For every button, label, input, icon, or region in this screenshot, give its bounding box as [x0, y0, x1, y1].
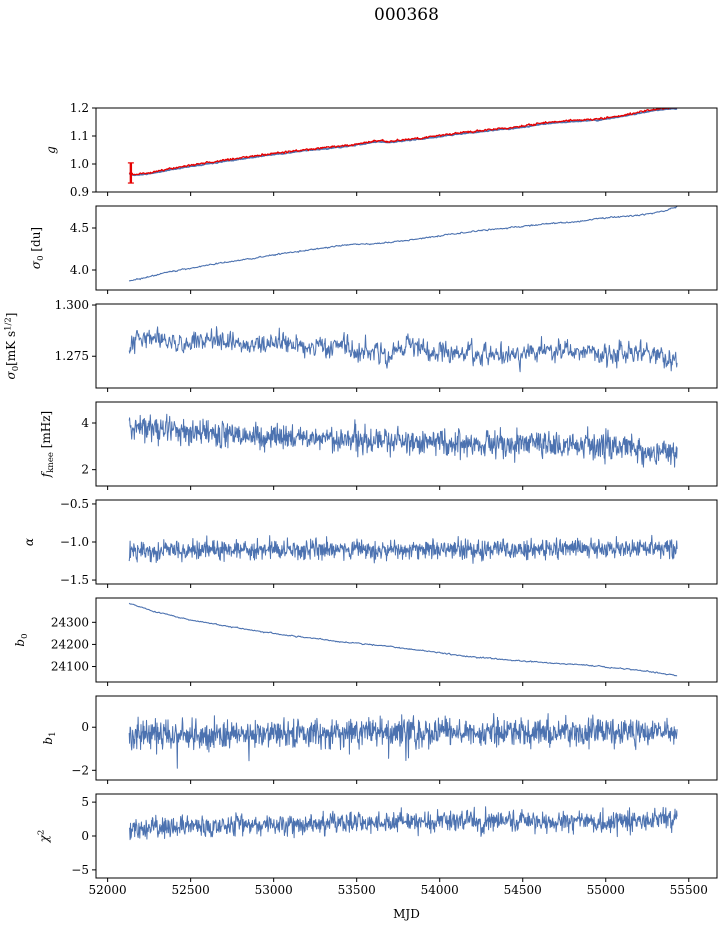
x-tick-label: 53500	[338, 883, 376, 897]
series-group	[128, 713, 678, 769]
y-tick-label: 1.0	[70, 157, 89, 171]
series-group	[128, 206, 678, 282]
panel-frame	[95, 107, 718, 193]
panel-sigma0_du: 4.0 4.5 σ0 [du]	[29, 205, 718, 294]
panel-frame	[95, 303, 718, 389]
y-tick-label: 2	[81, 463, 89, 477]
panel-sigma0_mks: 1.275 1.300 σ0[mK s1/2]	[4, 298, 718, 392]
x-tick-label: 52000	[89, 883, 127, 897]
y-axis-label-alpha: α	[22, 538, 36, 546]
series-group	[128, 108, 678, 177]
series-b1	[128, 713, 678, 769]
y-axis-label-b0: b0	[13, 633, 30, 646]
y-axis-label-chi2: χ2	[37, 830, 52, 844]
panel-frame	[95, 695, 718, 781]
y-axis-label-sigma0_mks: σ0[mK s1/2]	[4, 313, 22, 380]
panel-alpha: −0.5 −1.0 −1.5 α	[22, 497, 718, 588]
x-axis-label: MJD	[393, 907, 420, 921]
series-group	[128, 602, 678, 677]
y-tick-label: 1.1	[70, 129, 89, 143]
panel-g: 0.9 1.0 1.1 1.2 g	[44, 101, 718, 199]
panel-b0: 24300 24200 24100 b0	[13, 597, 718, 686]
x-tick-label: 55500	[670, 883, 708, 897]
y-axis-label-b1: b1	[41, 731, 58, 744]
panel-frame	[95, 499, 718, 585]
y-tick-label: −5	[71, 863, 89, 877]
panel-frame	[95, 597, 718, 683]
y-tick-label: 1.300	[55, 298, 89, 312]
y-tick-label: 5	[81, 795, 89, 809]
y-tick-label: 24300	[51, 615, 89, 629]
x-tick-label: 54500	[504, 883, 542, 897]
series-group	[128, 534, 678, 564]
x-tick-label: 53000	[255, 883, 293, 897]
y-axis-label-fknee: fknee [mHz]	[39, 411, 56, 478]
panel-frame	[95, 205, 718, 291]
y-tick-label: 0	[81, 720, 89, 734]
series-gain-data	[128, 108, 678, 176]
series-group	[128, 326, 678, 373]
series-sigma0-du	[128, 206, 678, 282]
series-fknee	[128, 413, 678, 468]
y-tick-label: 1.275	[55, 349, 89, 363]
y-tick-label: 4.0	[70, 263, 89, 277]
errorbar	[127, 162, 134, 184]
chart-title: 000368	[374, 5, 439, 25]
y-tick-label: 4.5	[70, 221, 89, 235]
panel-fknee: 2 4 fknee [mHz]	[39, 401, 718, 490]
y-tick-label: −1.0	[60, 535, 89, 549]
y-tick-label: 4	[81, 416, 89, 430]
panel-frame	[95, 401, 718, 487]
x-tick-label: 54000	[421, 883, 459, 897]
y-axis-label-g: g	[44, 146, 58, 154]
x-tick-label: 52500	[172, 883, 210, 897]
panel-b1: 0 −2 b1	[41, 695, 718, 784]
series-chi2	[128, 806, 678, 841]
series-b0	[128, 602, 678, 677]
y-tick-label: 0	[81, 829, 89, 843]
panel-chi2: 5 0 −5 χ2 52000 52500 53000 53500 54000 54500 5500…	[37, 793, 718, 921]
y-tick-label: −2	[71, 763, 89, 777]
y-tick-label: 0.9	[70, 185, 89, 199]
y-tick-label: −1.5	[60, 573, 89, 587]
series-group	[128, 413, 678, 468]
series-alpha	[128, 534, 678, 564]
series-sigma0-mks	[128, 326, 678, 373]
y-tick-label: 1.2	[70, 101, 89, 115]
series-group	[128, 806, 678, 841]
y-axis-label-sigma0_du: σ0 [du]	[29, 227, 46, 269]
y-tick-label: −0.5	[60, 497, 89, 511]
panel-frame	[95, 793, 718, 879]
y-tick-label: 24200	[51, 637, 89, 651]
y-tick-label: 24100	[51, 660, 89, 674]
x-tick-label: 55000	[587, 883, 625, 897]
